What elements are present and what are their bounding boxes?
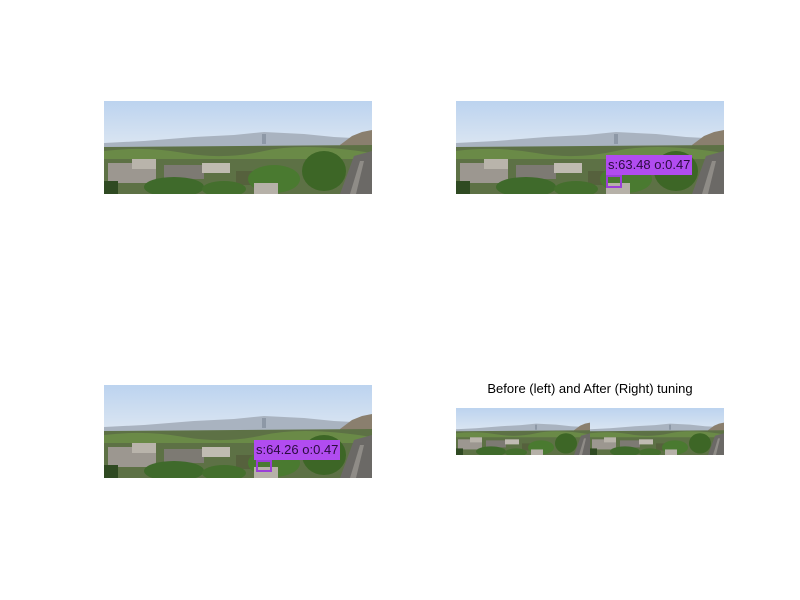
- detection-label: s:64.26 o:0.47: [254, 440, 341, 460]
- detection-image-before: s:63.48 o:0.47: [456, 101, 724, 194]
- landscape-image: [590, 408, 724, 455]
- comparison-before-image: [456, 408, 590, 455]
- landscape-image: [456, 101, 724, 194]
- comparison-caption: Before (left) and After (Right) tuning: [487, 381, 693, 396]
- landscape-image: [104, 101, 372, 194]
- detection-image-after: s:64.26 o:0.47: [104, 385, 372, 478]
- landscape-image: [104, 385, 372, 478]
- detection-box: [606, 175, 622, 188]
- comparison-after-image: [590, 408, 724, 455]
- original-image: [104, 101, 372, 194]
- landscape-image: [456, 408, 590, 455]
- detection-box: [256, 460, 272, 472]
- detection-label: s:63.48 o:0.47: [606, 155, 693, 175]
